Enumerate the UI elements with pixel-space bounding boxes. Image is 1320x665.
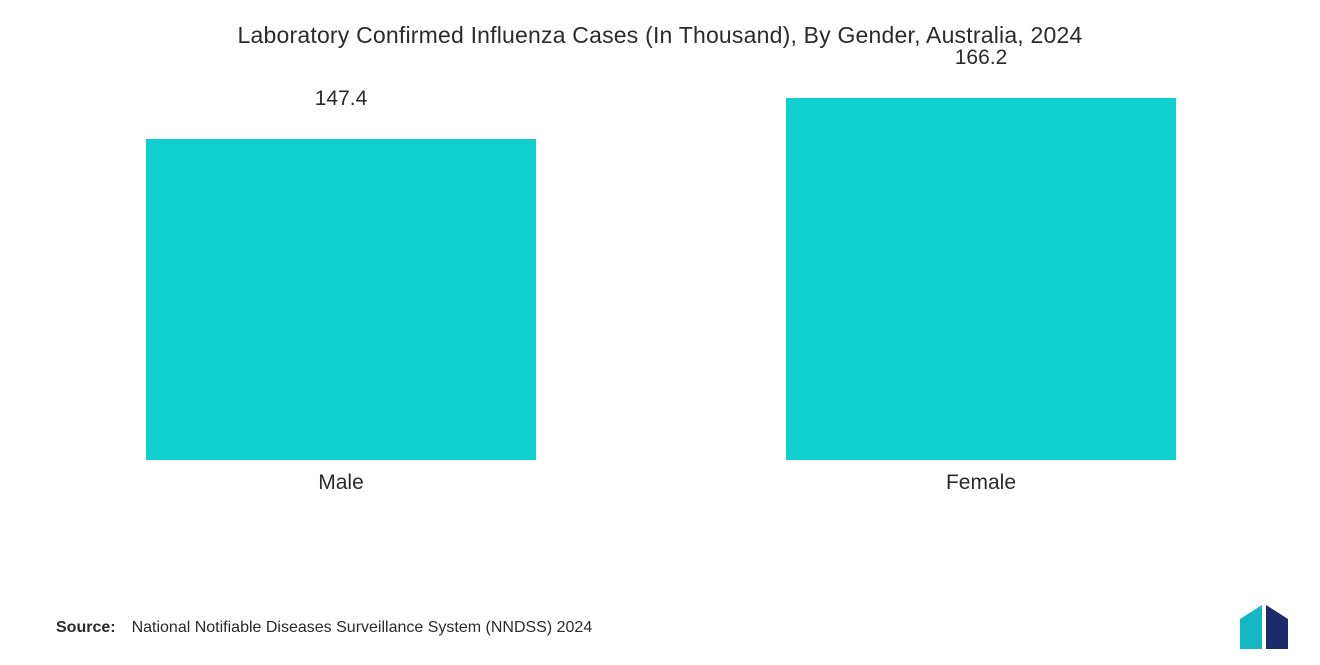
plot-area: 147.4Male 166.2Female — [135, 90, 1187, 460]
source-label: Source: — [56, 619, 116, 636]
bar-value-label: 147.4 — [146, 87, 536, 111]
bar-value-label: 166.2 — [786, 46, 1176, 70]
bar-slot: 166.2Female — [786, 90, 1176, 460]
brand-logo-icon — [1236, 605, 1294, 649]
chart-root: Laboratory Confirmed Influenza Cases (In… — [0, 0, 1320, 665]
source-text: National Notifiable Diseases Surveillanc… — [132, 619, 593, 636]
source-line: Source: National Notifiable Diseases Surv… — [56, 619, 592, 637]
bar-category-label: Male — [146, 471, 536, 495]
bar — [786, 98, 1176, 460]
bar — [146, 139, 536, 460]
bar-category-label: Female — [786, 471, 1176, 495]
chart-title: Laboratory Confirmed Influenza Cases (In… — [0, 22, 1320, 49]
brand-logo — [1236, 605, 1294, 649]
bar-slot: 147.4Male — [146, 90, 536, 460]
